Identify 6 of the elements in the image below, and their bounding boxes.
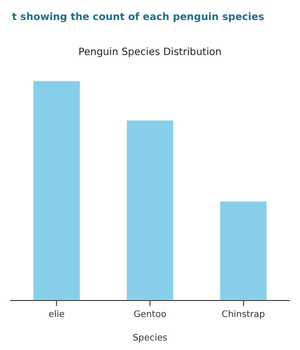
x-axis-title: Species [132, 334, 168, 344]
x-tick-label: elie [48, 310, 66, 320]
x-tick-label: Gentoo [134, 310, 167, 320]
chart-title: Penguin Species Distribution [78, 47, 222, 58]
x-tick-label: Chinstrap [222, 310, 266, 320]
chart-subtitle: t showing the count of each penguin species [12, 12, 264, 23]
